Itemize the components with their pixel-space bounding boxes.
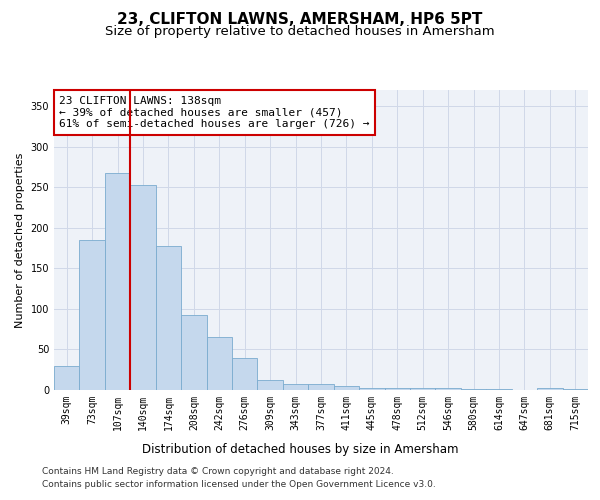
Bar xyxy=(334,386,359,390)
Bar xyxy=(385,388,410,390)
Bar xyxy=(232,358,257,390)
Text: 23 CLIFTON LAWNS: 138sqm
← 39% of detached houses are smaller (457)
61% of semi-: 23 CLIFTON LAWNS: 138sqm ← 39% of detach… xyxy=(59,96,370,129)
Bar xyxy=(181,314,206,390)
Bar xyxy=(156,246,181,390)
Y-axis label: Number of detached properties: Number of detached properties xyxy=(15,152,25,328)
Bar xyxy=(283,384,308,390)
Text: Contains public sector information licensed under the Open Government Licence v3: Contains public sector information licen… xyxy=(42,480,436,489)
Bar xyxy=(54,366,79,390)
Bar xyxy=(410,388,436,390)
Bar xyxy=(257,380,283,390)
Bar xyxy=(130,185,156,390)
Bar xyxy=(359,388,385,390)
Bar xyxy=(105,172,130,390)
Text: Size of property relative to detached houses in Amersham: Size of property relative to detached ho… xyxy=(105,25,495,38)
Bar xyxy=(206,338,232,390)
Bar xyxy=(308,384,334,390)
Bar xyxy=(563,389,588,390)
Text: Contains HM Land Registry data © Crown copyright and database right 2024.: Contains HM Land Registry data © Crown c… xyxy=(42,468,394,476)
Bar xyxy=(537,388,563,390)
Bar xyxy=(79,240,105,390)
Text: 23, CLIFTON LAWNS, AMERSHAM, HP6 5PT: 23, CLIFTON LAWNS, AMERSHAM, HP6 5PT xyxy=(118,12,482,28)
Bar xyxy=(486,389,512,390)
Text: Distribution of detached houses by size in Amersham: Distribution of detached houses by size … xyxy=(142,442,458,456)
Bar xyxy=(436,388,461,390)
Bar xyxy=(461,389,486,390)
